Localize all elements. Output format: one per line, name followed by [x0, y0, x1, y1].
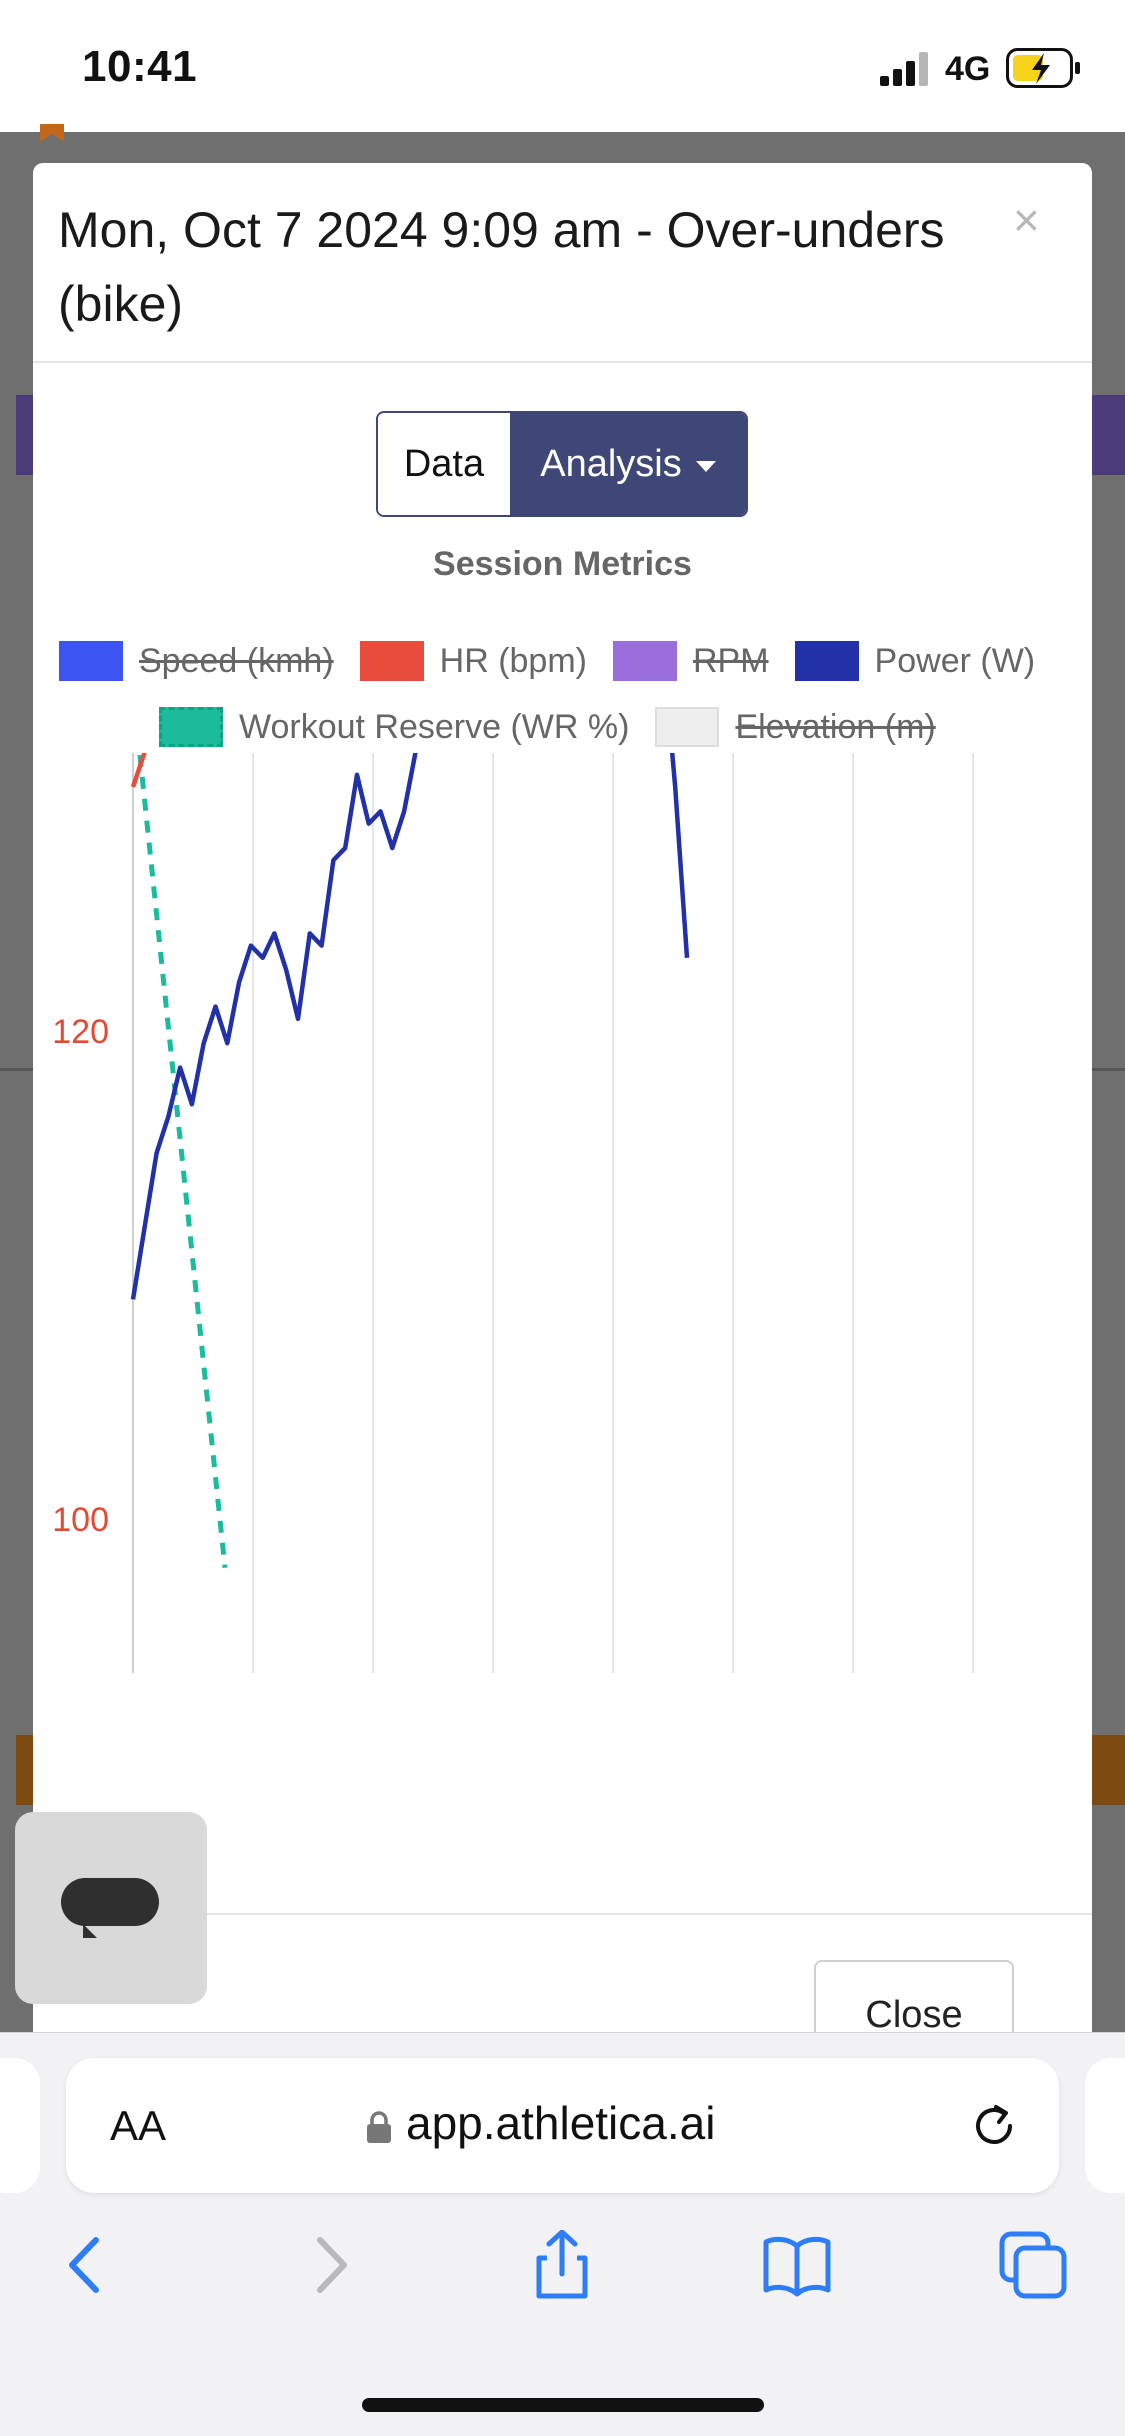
back-icon[interactable]	[52, 2230, 122, 2300]
chart-series	[130, 753, 690, 1569]
url-text: app.athletica.ai	[406, 2097, 716, 2149]
legend-swatch	[59, 641, 123, 681]
battery-charging-icon	[1006, 48, 1080, 88]
previous-tab-preview[interactable]	[0, 2058, 40, 2193]
background-panel	[16, 1735, 36, 1805]
bookmarks-icon[interactable]	[762, 2230, 832, 2300]
y-tick-label: 120	[52, 1013, 109, 1051]
chart-grid	[132, 753, 974, 1673]
modal-footer	[33, 1913, 1092, 2063]
legend-label: Workout Reserve (WR %)	[239, 707, 630, 746]
view-toggle: Data Analysis	[376, 411, 748, 517]
legend-swatch	[655, 707, 720, 747]
data-tab-button[interactable]: Data	[378, 413, 510, 515]
legend-swatch	[612, 641, 677, 681]
legend-swatch	[359, 641, 424, 681]
home-indicator	[362, 2398, 764, 2412]
legend-workout-reserve[interactable]: Workout Reserve (WR %)	[159, 707, 629, 747]
legend-elevation[interactable]: Elevation (m)	[655, 707, 936, 747]
cellular-signal-icon	[880, 52, 928, 86]
share-icon[interactable]	[527, 2230, 597, 2300]
bookmark-ribbon-icon	[40, 124, 64, 142]
session-modal: Mon, Oct 7 2024 9:09 am - Over-unders (b…	[33, 163, 1092, 2063]
tabs-icon[interactable]	[998, 2230, 1068, 2300]
forward-icon[interactable]	[294, 2230, 364, 2300]
y-axis-ticks: 140120100	[52, 1013, 109, 1539]
legend-label: Elevation (m)	[735, 707, 936, 746]
network-type: 4G	[945, 50, 991, 88]
text-size-button[interactable]: AA	[110, 2102, 167, 2149]
background-panel	[16, 395, 36, 475]
close-icon[interactable]: ×	[1013, 194, 1040, 246]
next-tab-preview[interactable]	[1085, 2058, 1125, 2193]
legend-label: Power (W)	[874, 641, 1036, 680]
caret-down-icon	[695, 460, 716, 472]
y-tick-label: 100	[52, 1501, 109, 1539]
address-bar[interactable]: AA app.athletica.ai	[66, 2058, 1059, 2193]
analysis-label: Analysis	[540, 442, 682, 485]
chat-bubble-tail	[83, 1924, 97, 1938]
background-panel	[1092, 395, 1125, 475]
modal-header: Mon, Oct 7 2024 9:09 am - Over-unders (b…	[33, 163, 1092, 363]
chat-bubble-icon	[61, 1878, 159, 1926]
lock-icon	[367, 2111, 391, 2143]
series-power-line	[130, 753, 690, 1300]
legend-label: RPM	[692, 641, 769, 680]
status-time: 10:41	[82, 42, 198, 91]
legend-speed[interactable]: Speed (kmh)	[59, 641, 334, 681]
background-panel	[1092, 1735, 1125, 1805]
series-workout-reserve-line	[137, 753, 228, 1569]
legend-hr[interactable]: HR (bpm)	[359, 641, 587, 681]
legend-power[interactable]: Power (W)	[794, 641, 1036, 681]
modal-title: Mon, Oct 7 2024 9:09 am - Over-unders (b…	[58, 202, 945, 332]
session-metrics-chart[interactable]: 140120100	[33, 753, 1092, 1923]
status-bar: 10:41 4G	[0, 0, 1125, 132]
section-title: Session Metrics	[433, 545, 692, 583]
analysis-dropdown-button[interactable]: Analysis	[510, 413, 746, 515]
legend-swatch	[159, 707, 223, 747]
browser-nav-row	[0, 2230, 1125, 2320]
legend-swatch	[794, 641, 859, 681]
chat-widget-button[interactable]	[15, 1812, 207, 2004]
legend-label: HR (bpm)	[439, 641, 587, 680]
reload-icon[interactable]	[966, 2098, 1022, 2154]
legend-rpm[interactable]: RPM	[612, 641, 769, 681]
legend-label: Speed (kmh)	[139, 641, 334, 680]
